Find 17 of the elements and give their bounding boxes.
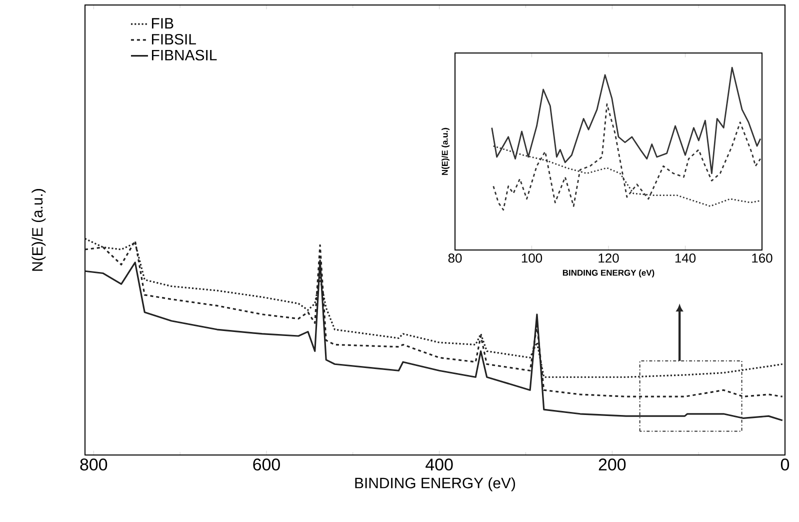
x-tick-label: 120 — [598, 254, 619, 263]
x-tick-label: 80 — [448, 254, 462, 263]
x-axis-title: BINDING ENERGY (eV) — [562, 270, 654, 278]
x-tick-label: 0 — [780, 458, 790, 471]
legend-label: FIB — [152, 18, 174, 28]
x-tick-label: 160 — [752, 254, 772, 263]
x-tick-label: 200 — [598, 458, 626, 471]
y-axis-title: N(E)/E (a.u.) — [32, 189, 46, 271]
legend-label: FIBNASIL — [152, 50, 217, 60]
x-tick-label: 400 — [426, 458, 453, 471]
x-tick-label: 100 — [522, 254, 542, 263]
x-tick-label: 140 — [675, 254, 696, 263]
legend-label: FIBSIL — [152, 34, 196, 45]
x-axis-title: BINDING ENERGY (eV) — [355, 477, 516, 492]
y-axis-title: N(E)/E (a.u.) — [442, 128, 450, 175]
x-tick-label: 600 — [253, 458, 280, 471]
x-tick-label: 800 — [80, 458, 108, 471]
